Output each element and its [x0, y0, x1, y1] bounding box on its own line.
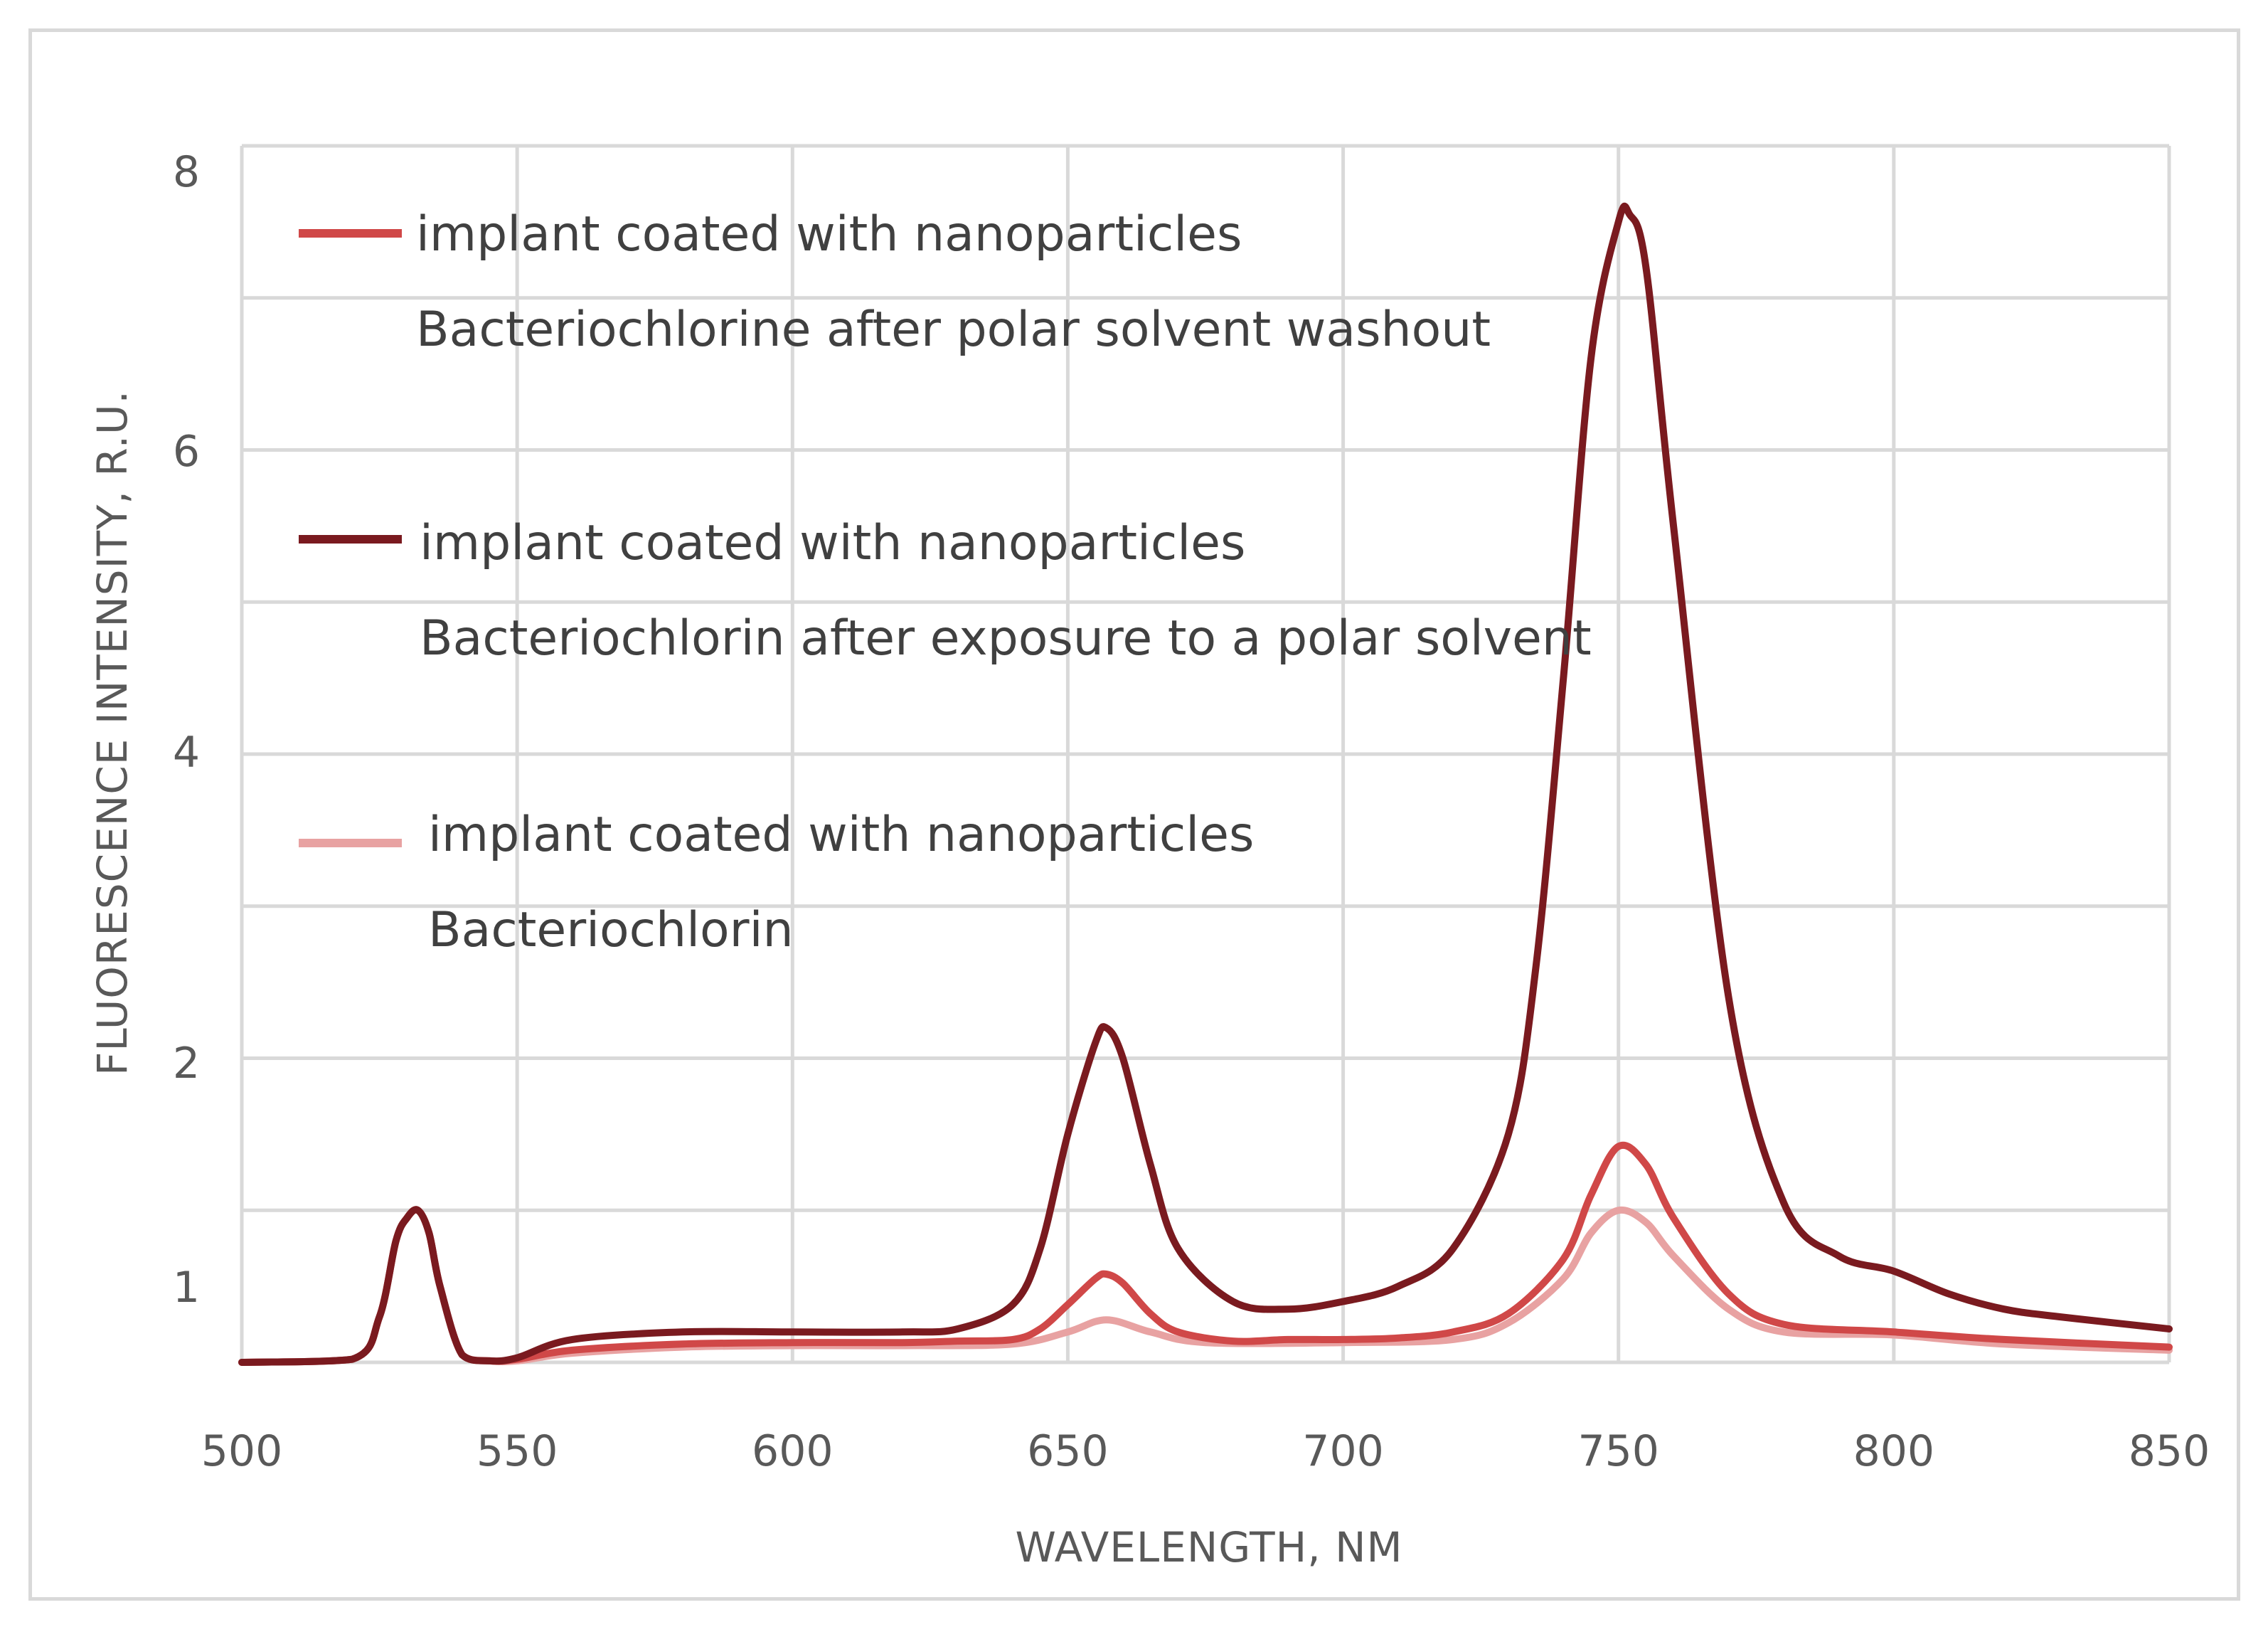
y-tick-label: 2 — [173, 1039, 200, 1088]
legend-entry: implant coated with nanoparticles Bacter… — [299, 206, 1491, 358]
legend-entry: implant coated with nanoparticles Bacter… — [299, 807, 1254, 958]
series-line-washout — [238, 1141, 2173, 1366]
x-tick-labels: 500 550 600 650 700 750 800 850 — [201, 1426, 2210, 1476]
y-tick-label: 8 — [173, 147, 200, 197]
legend-label-line1: implant coated with nanoparticles — [428, 807, 1254, 863]
x-tick-label: 850 — [2129, 1426, 2210, 1476]
y-axis-title: FLUORESCENCE INTENSITY, R.U. — [88, 390, 137, 1076]
x-tick-label: 800 — [1853, 1426, 1935, 1476]
legend: implant coated with nanoparticles Bacter… — [299, 206, 1592, 958]
legend-label-line2: Bacteriochlorin after exposure to a pola… — [420, 610, 1592, 667]
x-tick-label: 500 — [201, 1426, 283, 1476]
legend-label-line2: Bacteriochlorine after polar solvent was… — [416, 302, 1491, 358]
legend-label-line1: implant coated with nanoparticles — [420, 515, 1245, 571]
series-line-exposure — [238, 202, 2173, 1366]
x-tick-label: 650 — [1027, 1426, 1109, 1476]
x-tick-label: 550 — [477, 1426, 558, 1476]
y-tick-label: 1 — [173, 1263, 200, 1313]
y-tick-label: 4 — [173, 728, 200, 778]
x-axis-title: WAVELENGTH, NM — [1015, 1523, 1402, 1572]
x-tick-label: 750 — [1577, 1426, 1659, 1476]
legend-entry: implant coated with nanoparticles Bacter… — [299, 515, 1592, 667]
legend-label-line1: implant coated with nanoparticles — [416, 206, 1242, 263]
series-lines — [238, 202, 2173, 1366]
chart-frame — [28, 28, 2240, 1601]
x-tick-label: 700 — [1302, 1426, 1384, 1476]
legend-label-line2: Bacteriochlorin — [428, 902, 794, 958]
x-tick-label: 600 — [752, 1426, 834, 1476]
grid — [240, 144, 2171, 1364]
y-tick-labels: 1 2 4 6 8 — [173, 147, 200, 1313]
y-tick-label: 6 — [173, 427, 200, 477]
